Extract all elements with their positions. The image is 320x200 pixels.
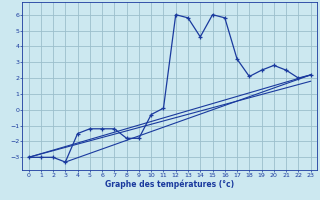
X-axis label: Graphe des températures (°c): Graphe des températures (°c) bbox=[105, 179, 234, 189]
